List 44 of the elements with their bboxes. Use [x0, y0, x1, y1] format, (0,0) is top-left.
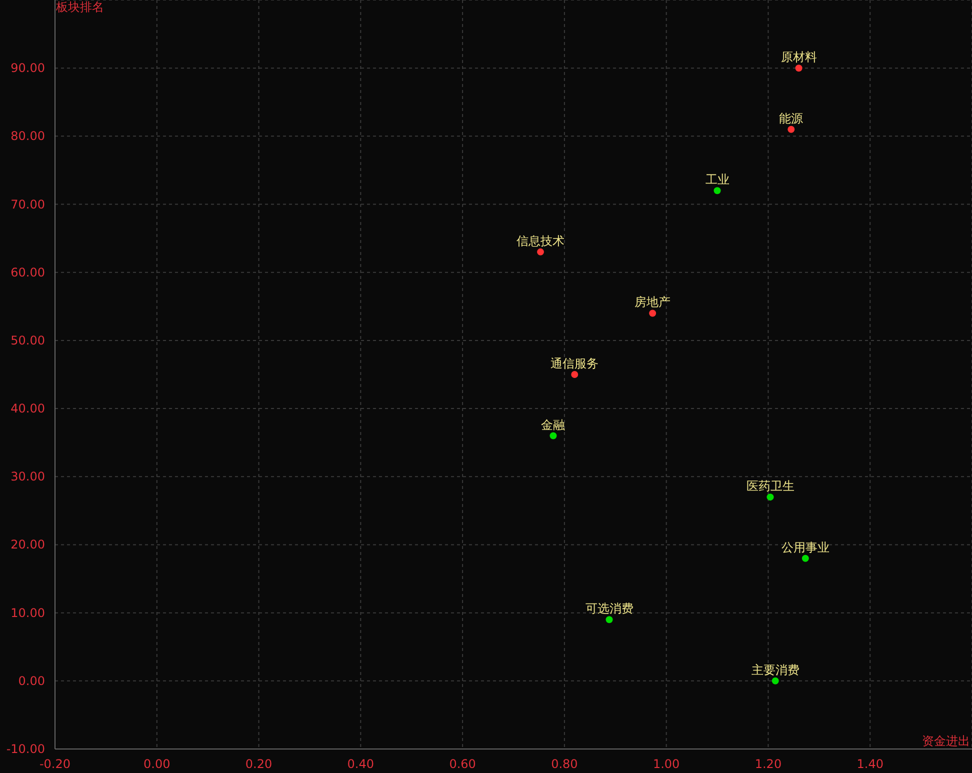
y-tick-label: 20.00	[10, 538, 45, 552]
y-tick-label: 70.00	[10, 197, 45, 212]
x-axis-title: 资金进出	[922, 734, 970, 748]
annotation: 房地产	[634, 295, 671, 310]
annotation: 能源	[779, 111, 804, 126]
x-tick-label: 1.20	[754, 757, 782, 771]
point	[649, 310, 656, 317]
annotation: 金融	[541, 418, 566, 432]
y-tick-label: 60.00	[10, 265, 45, 280]
point	[795, 64, 802, 72]
y-tick-label: 30.00	[10, 470, 45, 484]
x-tick-label: 0.20	[245, 757, 272, 771]
point	[550, 432, 557, 440]
annotation: 可选消费	[585, 602, 634, 616]
point	[537, 248, 544, 256]
x-tick-label: 0.00	[144, 757, 170, 771]
point	[788, 126, 795, 133]
y-tick-label: 40.00	[10, 402, 45, 416]
x-tick-label: 1.40	[856, 757, 884, 771]
point	[606, 616, 613, 624]
point	[802, 554, 809, 562]
annotation: 医药卫生	[746, 479, 794, 494]
x-tick-label: 0.60	[449, 757, 476, 771]
annotation: 信息技术	[516, 234, 564, 248]
y-tick-label: 10.00	[10, 606, 45, 620]
annotation: 公用事业	[781, 540, 830, 554]
y-axis-title: 板块排名	[56, 0, 104, 14]
point	[571, 371, 578, 378]
annotation: 通信服务	[550, 356, 599, 370]
x-tick-label: 0.80	[551, 757, 578, 771]
annotation: 主要消费	[751, 662, 800, 677]
annotation: 原材料	[780, 50, 817, 64]
x-tick-label: 1.00	[652, 757, 680, 771]
point	[766, 494, 774, 501]
point	[772, 677, 779, 684]
x-tick-label: -0.20	[39, 757, 71, 771]
annotation: 工业	[705, 172, 730, 187]
point	[714, 187, 721, 194]
y-tick-label: 50.00	[10, 333, 45, 348]
y-tick-label: -10.00	[6, 742, 45, 756]
y-tick-label: 0.00	[18, 674, 45, 688]
y-tick-label: 80.00	[10, 129, 45, 144]
x-tick-label: 0.40	[347, 757, 374, 771]
y-tick-label: 90.00	[10, 61, 45, 76]
